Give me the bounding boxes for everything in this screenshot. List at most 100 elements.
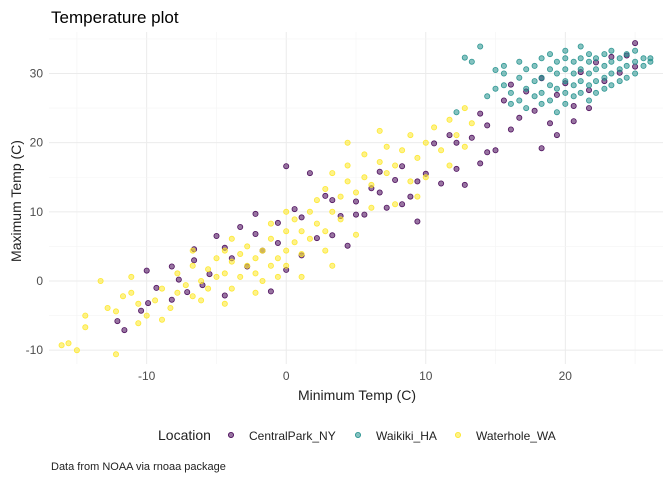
point-centralpark-ny [399, 201, 406, 208]
point-waterhole-wa [189, 262, 196, 269]
x-tick-label: 20 [559, 369, 573, 383]
x-tick-labels: -10 0 10 20 [138, 369, 572, 383]
point-centralpark-ny [500, 97, 507, 104]
point-waterhole-wa [392, 201, 399, 208]
point-waikiki-ha [593, 78, 600, 85]
legend-key-waterhole-wa [454, 431, 461, 438]
point-waikiki-ha [623, 74, 630, 81]
point-waterhole-wa [237, 250, 244, 257]
point-waterhole-wa [306, 208, 313, 215]
point-waikiki-ha [632, 58, 639, 65]
point-waterhole-wa [329, 262, 336, 269]
data-points [58, 40, 654, 358]
point-waterhole-wa [461, 105, 468, 112]
point-waterhole-wa [143, 312, 150, 319]
point-centralpark-ny [468, 134, 475, 141]
point-waikiki-ha [500, 82, 507, 89]
point-waikiki-ha [616, 66, 623, 73]
point-waterhole-wa [252, 289, 259, 296]
point-waikiki-ha [547, 66, 554, 73]
point-waterhole-wa [461, 143, 468, 150]
legend-title: Location [158, 427, 211, 443]
point-waikiki-ha [570, 58, 577, 65]
point-waikiki-ha [608, 58, 615, 65]
point-waikiki-ha [623, 62, 630, 69]
point-centralpark-ny [221, 292, 228, 299]
point-waterhole-wa [383, 170, 390, 177]
point-waterhole-wa [174, 289, 181, 296]
point-waikiki-ha [547, 82, 554, 89]
point-centralpark-ny [446, 132, 453, 139]
point-waterhole-wa [446, 162, 453, 169]
point-waterhole-wa [158, 285, 165, 292]
point-waterhole-wa [198, 277, 205, 284]
point-waikiki-ha [577, 43, 584, 50]
point-waterhole-wa [152, 297, 159, 304]
grid [49, 32, 663, 364]
point-waikiki-ha [586, 82, 593, 89]
point-waterhole-wa [438, 147, 445, 154]
point-waterhole-wa [97, 277, 104, 284]
legend-key-centralpark-ny [227, 431, 234, 438]
point-waterhole-wa [267, 262, 274, 269]
point-centralpark-ny [274, 239, 281, 246]
point-waikiki-ha [616, 55, 623, 62]
point-waterhole-wa [128, 289, 135, 296]
point-waterhole-wa [453, 132, 460, 139]
point-waikiki-ha [570, 93, 577, 100]
point-centralpark-ny [553, 132, 560, 139]
point-waterhole-wa [182, 282, 189, 289]
point-waterhole-wa [221, 270, 228, 277]
point-centralpark-ny [352, 211, 359, 218]
point-waterhole-wa [221, 247, 228, 254]
point-waterhole-wa [113, 351, 120, 358]
point-centralpark-ny [484, 149, 491, 156]
point-waterhole-wa [383, 143, 390, 150]
point-waterhole-wa [291, 239, 298, 246]
point-centralpark-ny [184, 289, 191, 296]
point-centralpark-ny [531, 107, 538, 114]
point-waterhole-wa [73, 347, 80, 354]
point-waikiki-ha [516, 74, 523, 81]
point-waterhole-wa [329, 170, 336, 177]
point-waterhole-wa [344, 139, 351, 146]
point-waterhole-wa [422, 174, 429, 181]
point-waikiki-ha [632, 70, 639, 77]
point-centralpark-ny [453, 165, 460, 172]
point-centralpark-ny [461, 181, 468, 188]
point-centralpark-ny [153, 284, 160, 291]
point-centralpark-ny [570, 118, 577, 125]
point-waterhole-wa [291, 216, 298, 223]
point-waikiki-ha [562, 55, 569, 62]
point-waikiki-ha [523, 105, 530, 112]
point-waikiki-ha [586, 97, 593, 104]
point-centralpark-ny [376, 168, 383, 175]
point-waikiki-ha [531, 93, 538, 100]
point-waterhole-wa [392, 162, 399, 169]
point-waikiki-ha [593, 89, 600, 96]
point-waterhole-wa [329, 208, 336, 215]
point-waterhole-wa [198, 297, 205, 304]
point-waterhole-wa [205, 266, 212, 273]
point-waterhole-wa [283, 247, 290, 254]
point-centralpark-ny [361, 211, 368, 218]
point-waterhole-wa [274, 273, 281, 280]
point-centralpark-ny [632, 63, 639, 70]
point-waterhole-wa [113, 308, 120, 315]
point-centralpark-ny [267, 288, 274, 295]
point-centralpark-ny [138, 307, 145, 314]
point-waterhole-wa [213, 255, 220, 262]
point-waterhole-wa [267, 220, 274, 227]
point-waterhole-wa [344, 178, 351, 185]
point-centralpark-ny [329, 197, 336, 204]
x-axis-title: Minimum Temp (C) [298, 387, 416, 403]
point-centralpark-ny [352, 198, 359, 205]
point-centralpark-ny [392, 176, 399, 183]
point-centralpark-ny [376, 189, 383, 196]
point-centralpark-ny [399, 163, 406, 170]
point-waterhole-wa [228, 235, 235, 242]
legend: Location CentralPark_NY Waikiki_HA Waterho… [158, 427, 556, 443]
point-waikiki-ha [586, 58, 593, 65]
point-centralpark-ny [477, 160, 484, 167]
